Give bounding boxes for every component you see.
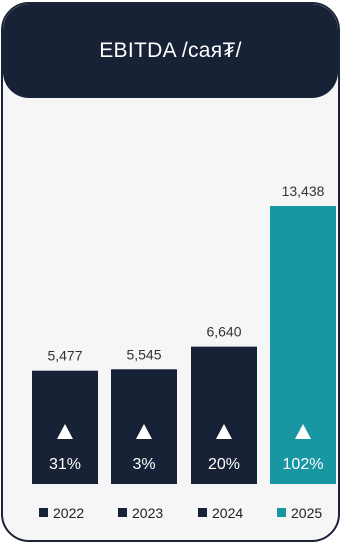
bar-value-label: 13,438 — [282, 183, 325, 199]
chart-title: EBITDA /сая₮/ — [99, 39, 242, 62]
bar-value-label: 5,477 — [47, 348, 82, 364]
legend-label-2022: 2022 — [53, 505, 84, 521]
legend-label-2024: 2024 — [212, 505, 243, 521]
chart-card: EBITDA /сая₮/ 5,477 31% 2022 5,545 3% 2023 6,6… — [1, 2, 340, 542]
up-triangle-icon — [136, 424, 152, 439]
chart-header: EBITDA /сая₮/ — [3, 4, 338, 98]
growth-label: 3% — [132, 456, 155, 473]
growth-label: 20% — [208, 456, 240, 473]
growth-label: 31% — [49, 456, 81, 473]
bar-2024 — [191, 346, 257, 484]
legend-swatch-2023 — [118, 508, 127, 517]
legend-label-2025: 2025 — [291, 505, 322, 521]
bar-value-label: 6,640 — [206, 324, 241, 340]
legend-swatch-2024 — [198, 508, 207, 517]
legend-swatch-2025 — [277, 508, 286, 517]
growth-label: 102% — [283, 456, 324, 473]
bar-chart: 5,477 31% 2022 5,545 3% 2023 6,640 20% 2024 13,43… — [32, 183, 336, 521]
legend-swatch-2022 — [39, 508, 48, 517]
bar-2025 — [270, 206, 336, 484]
up-triangle-icon — [295, 424, 311, 439]
bar-value-label: 5,545 — [126, 346, 161, 362]
up-triangle-icon — [216, 424, 232, 439]
up-triangle-icon — [57, 424, 73, 439]
legend-label-2023: 2023 — [132, 505, 163, 521]
